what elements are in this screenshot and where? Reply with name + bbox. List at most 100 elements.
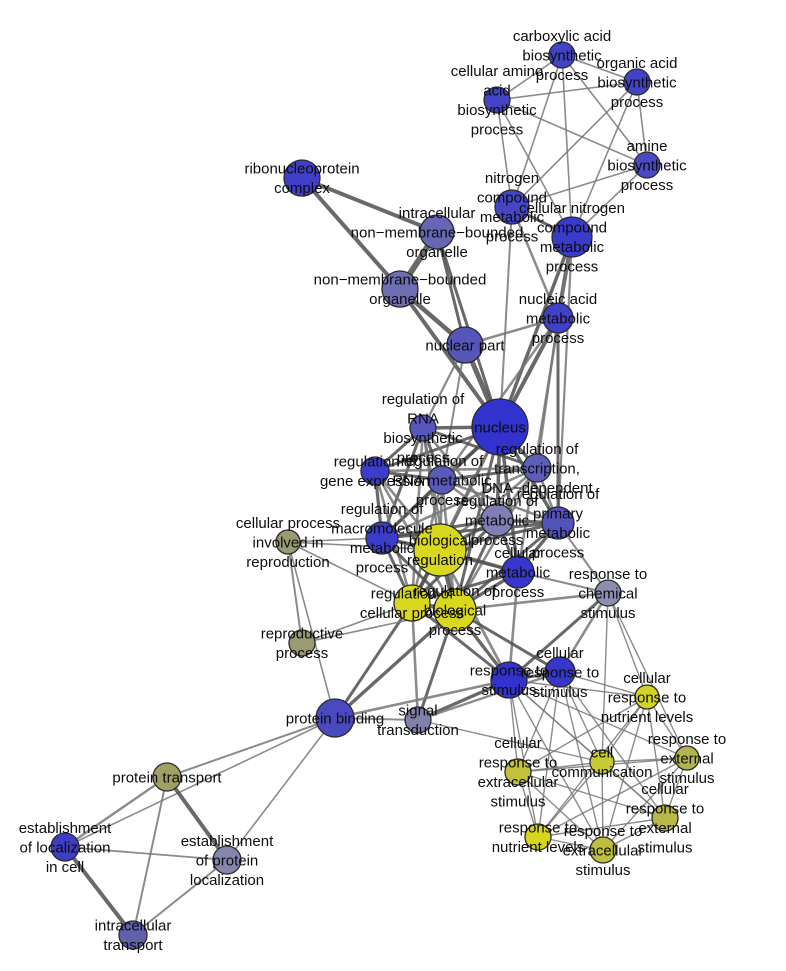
graph-node-response-to-stimulus[interactable] bbox=[490, 661, 528, 699]
graph-edge bbox=[508, 679, 648, 698]
graph-node-organic-acid-biosynthetic-process[interactable] bbox=[623, 68, 651, 96]
graph-node-regulation-of-metabolic-process[interactable] bbox=[480, 503, 514, 537]
node-label: cellular response to extracellular stimulus bbox=[478, 735, 559, 811]
graph-edge bbox=[287, 541, 303, 644]
graph-node-nitrogen-compound-metabolic-process[interactable] bbox=[494, 189, 530, 225]
graph-edge bbox=[571, 81, 638, 238]
node-label: nucleic acid metabolic process bbox=[519, 291, 597, 347]
graph-node-nuclear-part[interactable] bbox=[446, 326, 484, 364]
graph-node-protein-binding[interactable] bbox=[315, 698, 355, 738]
graph-edge bbox=[508, 679, 604, 851]
graph-node-regulation-of-macromolecule-metabolic-process[interactable] bbox=[365, 521, 399, 555]
node-label: cellular response to external stimulus bbox=[626, 781, 704, 857]
graph-node-cellular-response-to-stimulus[interactable] bbox=[544, 656, 576, 688]
graph-edge bbox=[601, 757, 688, 763]
graph-edge bbox=[607, 592, 688, 759]
graph-edge bbox=[421, 427, 499, 521]
graph-node-amine-biosynthetic-process[interactable] bbox=[633, 151, 661, 179]
graph-edge bbox=[537, 757, 688, 838]
graph-node-response-to-extracellular-stimulus[interactable] bbox=[589, 836, 617, 864]
node-label: nuclear part bbox=[425, 337, 505, 354]
graph-edge bbox=[496, 99, 573, 238]
node-label: establishment of protein localization bbox=[181, 833, 274, 889]
graph-node-response-to-chemical-stimulus[interactable] bbox=[594, 579, 622, 607]
graph-edge bbox=[537, 817, 666, 838]
graph-node-regulation-of-cellular-process[interactable] bbox=[393, 584, 431, 622]
graph-edge bbox=[636, 81, 648, 166]
graph-edge bbox=[607, 592, 648, 698]
graph-node-response-to-external-stimulus[interactable] bbox=[674, 745, 700, 771]
graph-edge bbox=[287, 541, 336, 719]
graph-edge bbox=[301, 602, 413, 644]
node-label: response to nutrient levels bbox=[492, 820, 585, 857]
graph-edge bbox=[559, 671, 604, 851]
graph-edge bbox=[417, 670, 561, 722]
node-label: nitrogen compound metabolic process bbox=[477, 170, 547, 246]
graph-edge bbox=[165, 775, 229, 862]
graph-node-regulation-of-biological-process[interactable] bbox=[433, 588, 477, 632]
graph-edge bbox=[441, 478, 559, 525]
graph-edge bbox=[301, 609, 456, 644]
graph-edge bbox=[602, 757, 688, 851]
node-label: regulation of biological process bbox=[414, 583, 497, 639]
node-label: regulation of gene expression bbox=[320, 454, 430, 491]
graph-node-regulation-of-primary-metabolic-process[interactable] bbox=[541, 506, 575, 540]
node-label: signal transduction bbox=[377, 703, 459, 740]
node-layer bbox=[50, 41, 700, 950]
graph-node-response-to-nutrient-levels[interactable] bbox=[524, 823, 552, 851]
node-label: response to chemical stimulus bbox=[569, 566, 647, 622]
graph-node-regulation-of-rna-metabolic-process[interactable] bbox=[427, 465, 457, 495]
graph-node-cellular-amino-acid-biosynthetic-process[interactable] bbox=[483, 86, 511, 114]
node-label: nucleus bbox=[474, 419, 526, 436]
graph-edge bbox=[374, 466, 538, 473]
node-label: intracellular transport bbox=[95, 918, 172, 955]
graph-edge bbox=[601, 761, 604, 851]
graph-node-reproductive-process[interactable] bbox=[288, 629, 316, 657]
graph-node-cellular-response-to-nutrient-levels[interactable] bbox=[634, 684, 660, 710]
graph-node-cellular-process-involved-in-reproduction[interactable] bbox=[275, 529, 301, 555]
graph-node-cellular-metabolic-process[interactable] bbox=[501, 555, 535, 589]
graph-node-cell-communication[interactable] bbox=[589, 749, 615, 775]
graph-node-nucleic-acid-metabolic-process[interactable] bbox=[542, 302, 574, 334]
graph-node-protein-transport[interactable] bbox=[152, 762, 182, 792]
graph-node-carboxylic-acid-biosynthetic-process[interactable] bbox=[548, 41, 576, 69]
graph-edge bbox=[511, 54, 563, 208]
graph-edge bbox=[64, 717, 336, 848]
node-label: organic acid biosynthetic process bbox=[597, 55, 678, 111]
node-label: cellular response to nutrient levels bbox=[601, 670, 694, 726]
graph-edge bbox=[601, 696, 648, 763]
graph-edge bbox=[381, 521, 559, 540]
graph-edge bbox=[498, 236, 574, 428]
node-label: regulation of metabolic process bbox=[456, 493, 539, 549]
graph-edge bbox=[301, 176, 438, 234]
node-label: response to external stimulus bbox=[648, 731, 726, 787]
graph-edge bbox=[333, 608, 457, 720]
graph-edge bbox=[373, 470, 457, 611]
graph-node-signal-transduction[interactable] bbox=[404, 706, 432, 734]
graph-node-establishment-of-localization-in-cell[interactable] bbox=[50, 832, 80, 862]
graph-edge bbox=[601, 592, 609, 763]
node-label: response to extracellular stimulus bbox=[563, 823, 644, 879]
graph-edge bbox=[508, 679, 688, 759]
node-label: regulation of primary metabolic process bbox=[517, 486, 600, 562]
graph-node-ribonucleoprotein-complex[interactable] bbox=[283, 159, 321, 197]
graph-node-regulation-of-transcription-dna-dependent[interactable] bbox=[522, 453, 552, 483]
node-label: cellular metabolic process bbox=[486, 545, 551, 601]
node-label: non−membrane−bounded organelle bbox=[314, 272, 487, 309]
graph-node-intracellular-non-membrane-bounded-organelle[interactable] bbox=[419, 214, 455, 250]
graph-edge bbox=[166, 717, 336, 778]
graph-node-cellular-response-to-extracellular-stimulus[interactable] bbox=[504, 758, 532, 786]
graph-edge bbox=[132, 859, 228, 936]
graph-node-regulation-of-rna-biosynthetic-process[interactable] bbox=[409, 414, 437, 442]
node-label: response to stimulus bbox=[470, 663, 548, 700]
graph-node-nucleus[interactable] bbox=[471, 398, 529, 456]
graph-node-cellular-response-to-external-stimulus[interactable] bbox=[651, 804, 679, 832]
graph-node-non-membrane-bounded-organelle[interactable] bbox=[381, 270, 419, 308]
graph-node-cellular-nitrogen-compound-metabolic-process[interactable] bbox=[551, 216, 593, 258]
graph-node-regulation-of-gene-expression[interactable] bbox=[360, 456, 390, 486]
graph-node-intracellular-transport[interactable] bbox=[118, 920, 148, 950]
graph-node-biological-regulation[interactable] bbox=[413, 523, 467, 577]
graph-node-establishment-of-protein-localization[interactable] bbox=[212, 845, 242, 875]
